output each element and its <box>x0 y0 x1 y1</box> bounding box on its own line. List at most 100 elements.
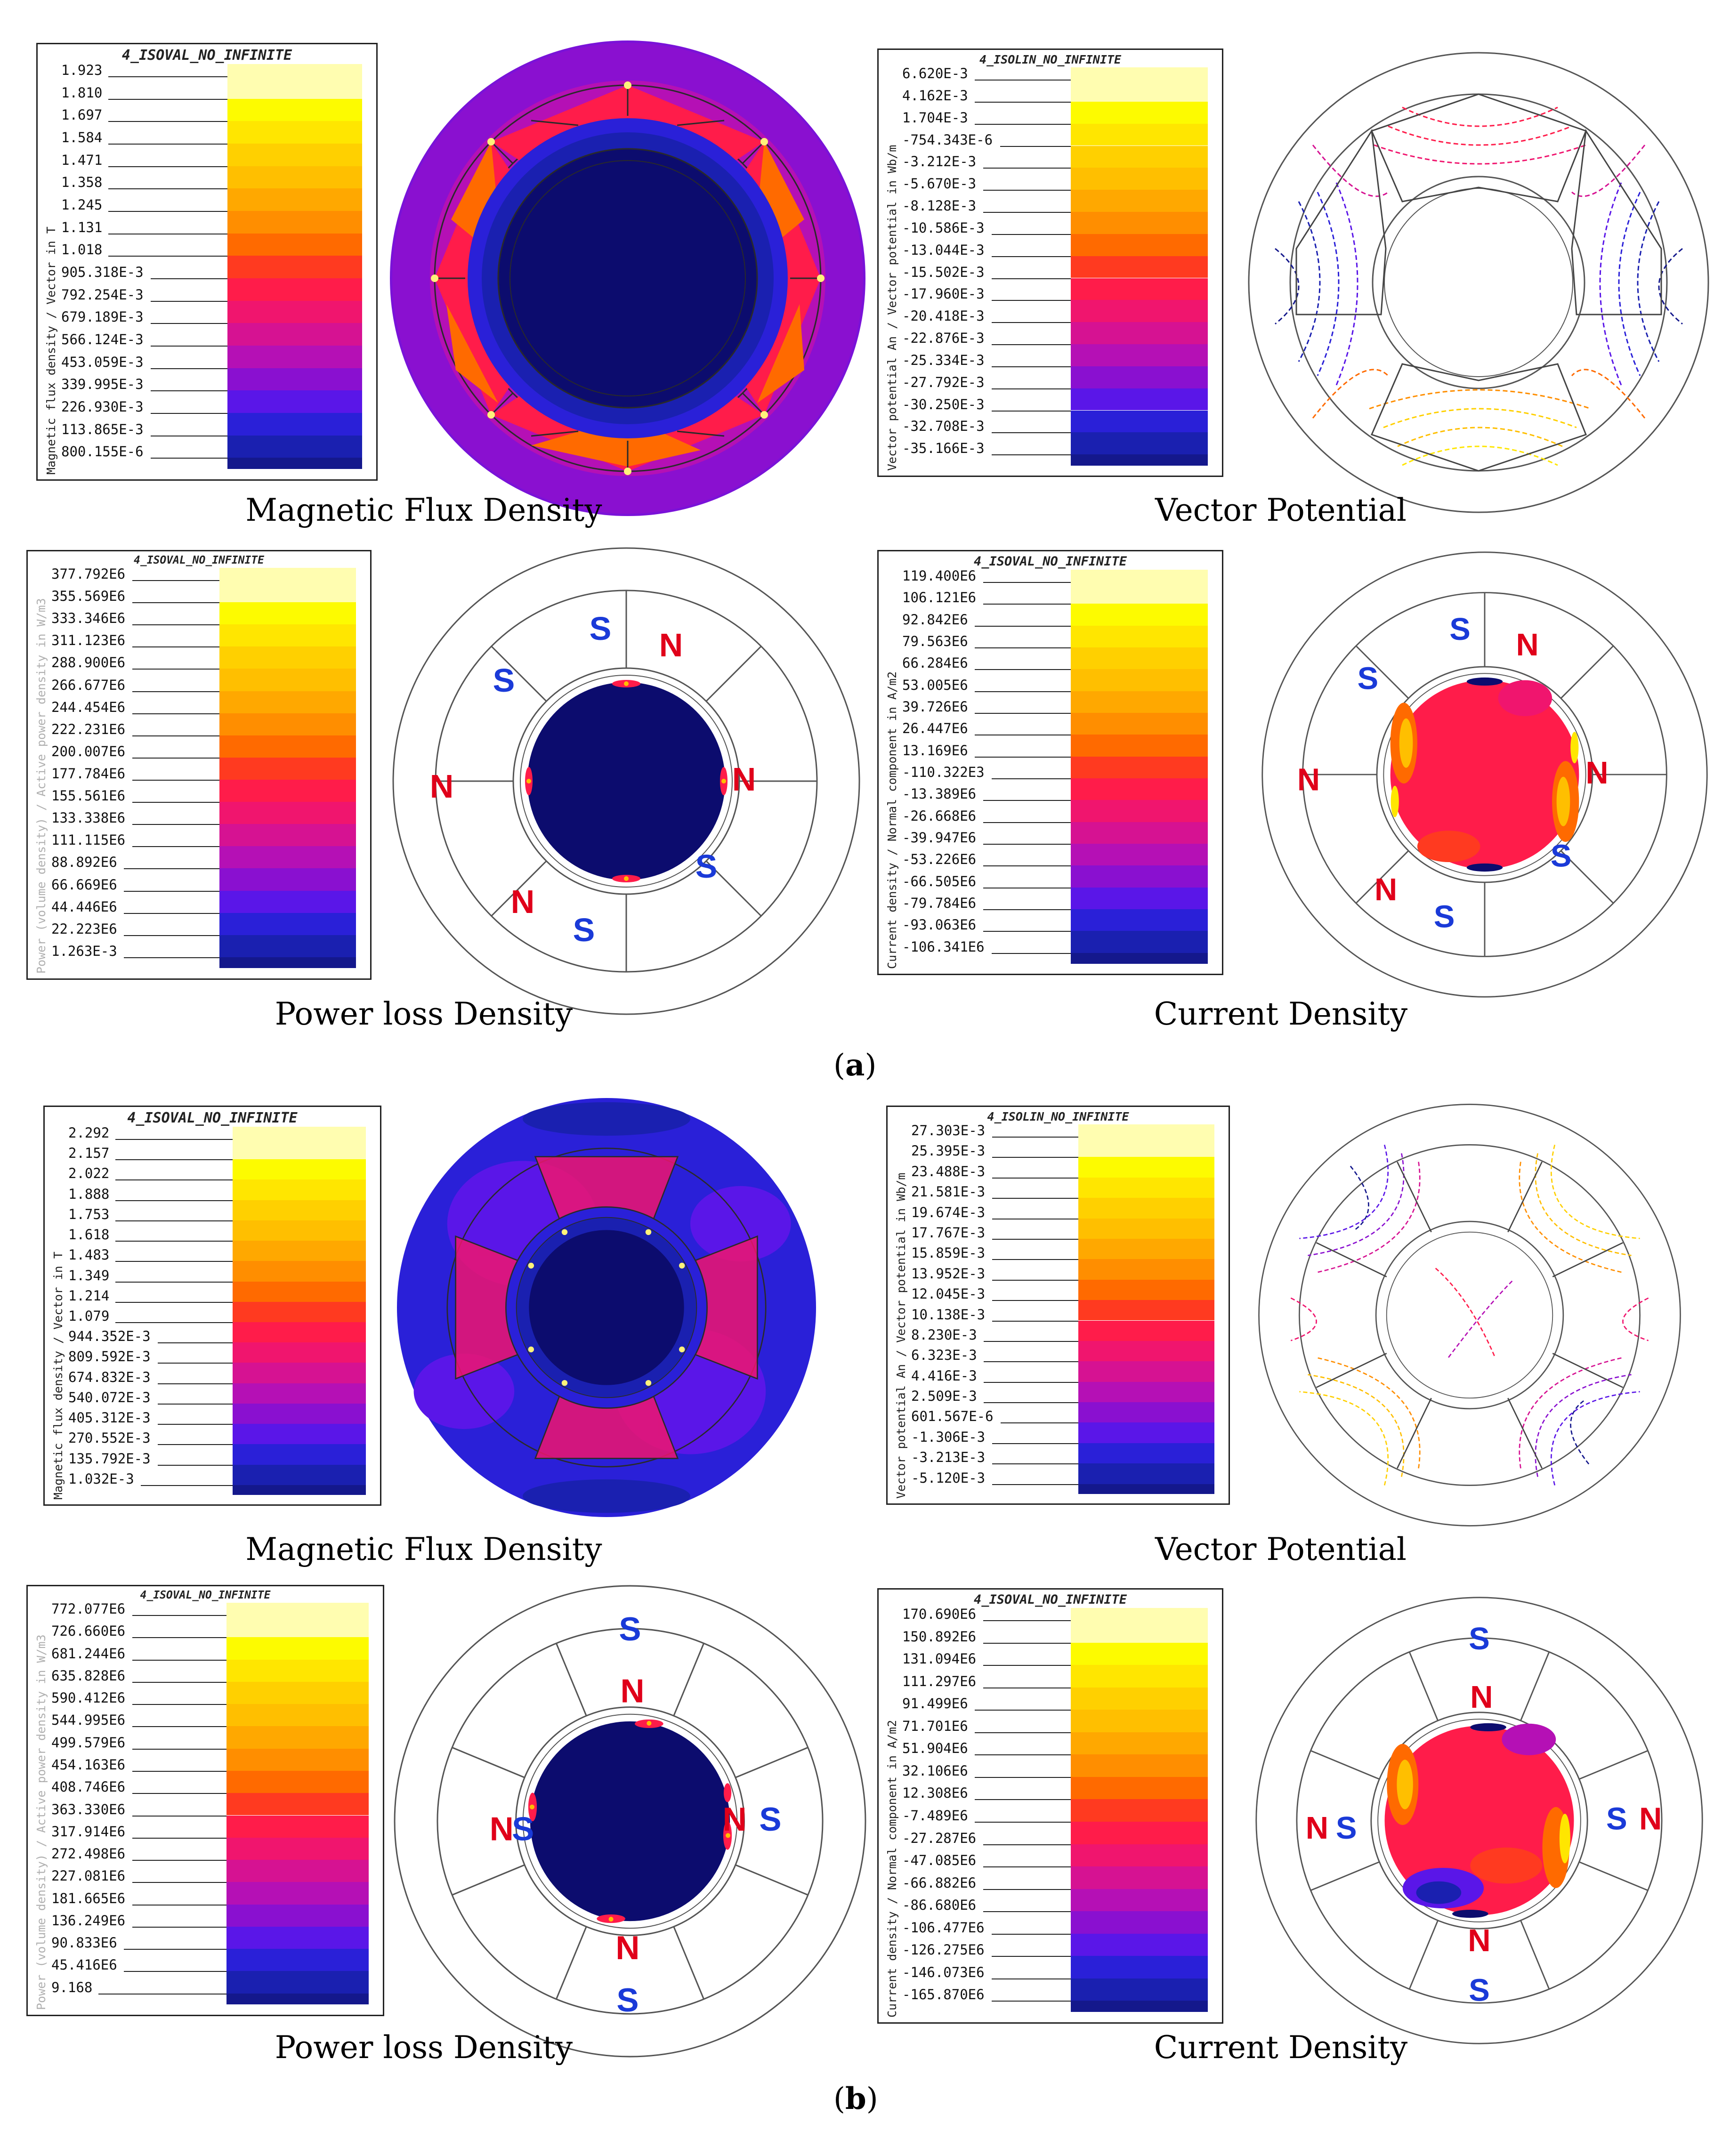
pole-s-label: S <box>1336 1810 1357 1846</box>
legend-color-swatch <box>227 256 362 278</box>
b-current-legend: 4_ISOVAL_NO_INFINITE Current density / No… <box>877 1588 1223 2024</box>
pole-n-label: N <box>1470 1680 1493 1715</box>
a-vector-isolines <box>1275 106 1683 466</box>
legend-color-swatch <box>227 278 362 301</box>
legend-color-swatch <box>1078 1422 1214 1443</box>
legend-value: -1.306E-3 <box>911 1429 986 1445</box>
legend-value: 270.552E-3 <box>68 1430 151 1446</box>
legend-value: -3.213E-3 <box>911 1449 986 1466</box>
b-vector-field-plot <box>1258 1104 1681 1526</box>
pole-s-label: S <box>1358 662 1379 696</box>
legend-color-swatch <box>227 435 362 458</box>
legend-color-swatch <box>1071 844 1208 866</box>
legend-value: 12.045E-3 <box>911 1286 986 1302</box>
legend-color-swatch <box>233 1464 366 1485</box>
legend-axis-label: Current density / Normal component in A/… <box>885 671 899 969</box>
legend-value: 44.446E6 <box>51 898 117 915</box>
legend-color-swatch <box>227 121 362 144</box>
legend-value: -5.120E-3 <box>911 1470 986 1486</box>
legend-value: 79.563E6 <box>902 633 968 649</box>
legend-value: 25.395E-3 <box>911 1143 986 1159</box>
legend-color-swatch <box>1071 713 1208 735</box>
a-current-legend: 4_ISOVAL_NO_INFINITE Current density / No… <box>877 550 1223 975</box>
legend-color-swatch <box>1078 1443 1214 1464</box>
legend-value: -27.792E-3 <box>902 374 985 390</box>
legend-color-swatch <box>219 691 356 713</box>
pole-s-label: S <box>1469 1621 1490 1656</box>
legend-color-swatch <box>227 144 362 166</box>
b-vector-caption: Vector Potential <box>1155 1531 1407 1567</box>
legend-color-swatch <box>226 1882 369 1905</box>
legend-color-swatch <box>1071 212 1208 234</box>
legend-value: -106.477E6 <box>902 1919 985 1936</box>
legend-color-swatch <box>233 1220 366 1241</box>
legend-color-swatch <box>1071 190 1208 212</box>
legend-color-swatch <box>233 1159 366 1180</box>
b-power-segment-dividers <box>452 1643 808 2000</box>
legend-color-swatch <box>1078 1320 1214 1341</box>
legend-axis-label: Power (volume density) / Active power de… <box>34 598 48 974</box>
pole-n-label: N <box>1468 1923 1490 1958</box>
legend-color-swatch <box>1071 1978 1208 2001</box>
legend-value: 88.892E6 <box>51 854 117 871</box>
legend-color-swatch <box>1071 865 1208 888</box>
b-power-caption: Power loss Density <box>275 2029 573 2066</box>
b-power-field-plot: S N S N N S N S <box>394 1585 866 2058</box>
pole-s-label: S <box>1434 899 1455 934</box>
legend-color-swatch <box>1078 1300 1214 1321</box>
legend-color-swatch <box>1071 1608 1208 1643</box>
legend-value: -106.341E6 <box>902 938 985 955</box>
legend-value: 222.231E6 <box>51 721 126 737</box>
legend-value: 66.284E6 <box>902 655 968 671</box>
legend-color-swatch <box>227 98 362 121</box>
legend-color-swatch <box>233 1200 366 1220</box>
legend-title: 4_ISOVAL_NO_INFINITE <box>127 1110 298 1126</box>
legend-value: 1.888 <box>68 1186 110 1202</box>
legend-value: 6.323E-3 <box>911 1347 977 1364</box>
legend-value: 566.124E-3 <box>61 331 144 347</box>
legend-color-swatch <box>1071 1799 1208 1822</box>
b-current-caption: Current Density <box>1154 2029 1408 2066</box>
legend-value: 111.297E6 <box>902 1673 977 1689</box>
legend-value: 1.214 <box>68 1287 110 1304</box>
legend-value: -66.505E6 <box>902 873 977 889</box>
legend-color-swatch <box>1078 1340 1214 1362</box>
legend-value: 809.592E-3 <box>68 1349 151 1365</box>
legend-value: 1.483 <box>68 1247 110 1263</box>
legend-color-swatch <box>227 413 362 436</box>
legend-color-swatch <box>1078 1381 1214 1403</box>
legend-color-swatch <box>1071 691 1208 713</box>
legend-color-swatch <box>226 1793 369 1816</box>
legend-value: -93.063E6 <box>902 917 977 933</box>
legend-value: -20.418E-3 <box>902 308 985 324</box>
legend-color-swatch <box>219 824 356 847</box>
legend-value: -35.166E-3 <box>902 440 985 457</box>
legend-value: 136.249E6 <box>51 1912 126 1929</box>
legend-color-swatch <box>226 1949 369 1971</box>
legend-color-swatch <box>1071 410 1208 433</box>
pole-s-label: S <box>616 1981 639 2019</box>
legend-value: -146.073E6 <box>902 1964 985 1980</box>
legend-title: 4_ISOVAL_NO_INFINITE <box>121 47 292 64</box>
legend-color-swatch <box>226 1904 369 1927</box>
pole-s-label: S <box>1606 1801 1627 1837</box>
legend-value: 135.792E-3 <box>68 1450 151 1467</box>
legend-title: 4_ISOLIN_NO_INFINITE <box>979 53 1122 66</box>
legend-color-swatch <box>1078 1124 1214 1157</box>
a-power-field-plot: S N S N N S N S <box>392 547 860 1015</box>
legend-color-swatch <box>1071 1956 1208 1978</box>
legend-color-swatch <box>1071 278 1208 300</box>
legend-color-swatch <box>227 390 362 413</box>
legend-color-swatch <box>1071 735 1208 757</box>
legend-value: 17.767E-3 <box>911 1224 986 1241</box>
legend-value: 339.995E-3 <box>61 376 144 393</box>
legend-color-swatch <box>227 233 362 256</box>
legend-color-swatch <box>1071 778 1208 800</box>
legend-value: -22.876E-3 <box>902 330 985 346</box>
legend-color-swatch <box>1078 1157 1214 1178</box>
legend-title: 4_ISOVAL_NO_INFINITE <box>134 554 264 566</box>
pole-n-label: N <box>1374 872 1397 907</box>
legend-value: 635.828E6 <box>51 1667 126 1684</box>
legend-value: -79.784E6 <box>902 895 977 911</box>
legend-value: -13.389E6 <box>902 786 977 802</box>
